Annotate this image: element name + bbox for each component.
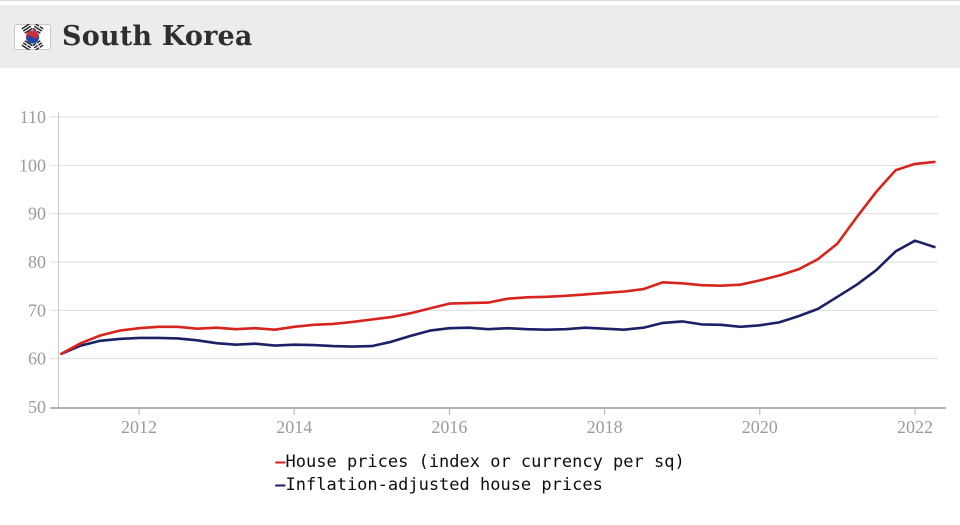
- legend-label-inflation-adjusted: Inflation-adjusted house prices: [285, 475, 603, 495]
- y-tick-label: 50: [28, 397, 46, 417]
- south-korea-flag-icon: [14, 23, 51, 50]
- y-tick-label: 90: [28, 204, 46, 224]
- x-tick-label: 2020: [742, 417, 778, 437]
- y-tick-label: 100: [19, 155, 46, 175]
- y-tick-label: 60: [28, 349, 46, 369]
- x-tick-label: 2016: [431, 417, 467, 437]
- house-prices-line-swatch: —: [275, 452, 286, 472]
- x-tick-label: 2014: [276, 417, 312, 437]
- y-tick-label: 110: [20, 107, 46, 127]
- inflation-adjusted-line-swatch: —: [275, 475, 286, 495]
- legend-item-inflation-adjusted: —Inflation-adjusted house prices: [275, 474, 684, 497]
- country-header: South Korea: [0, 5, 960, 68]
- page-title: South Korea: [62, 21, 253, 52]
- x-tick-label: 2018: [587, 417, 623, 437]
- top-border: [0, 0, 960, 1]
- chart-legend: —House prices (index or currency per sq)…: [0, 451, 960, 497]
- x-tick-label: 2012: [121, 417, 157, 437]
- inflation-adjusted-line: [60, 239, 936, 356]
- legend-box: —House prices (index or currency per sq)…: [275, 451, 684, 497]
- x-tick-label: 2022: [897, 417, 933, 437]
- y-tick-label: 80: [28, 252, 46, 272]
- legend-label-house-prices: House prices (index or currency per sq): [285, 452, 685, 472]
- y-tick-label: 70: [28, 300, 46, 320]
- legend-item-house-prices: —House prices (index or currency per sq): [275, 451, 684, 474]
- house-prices-line: [60, 160, 936, 356]
